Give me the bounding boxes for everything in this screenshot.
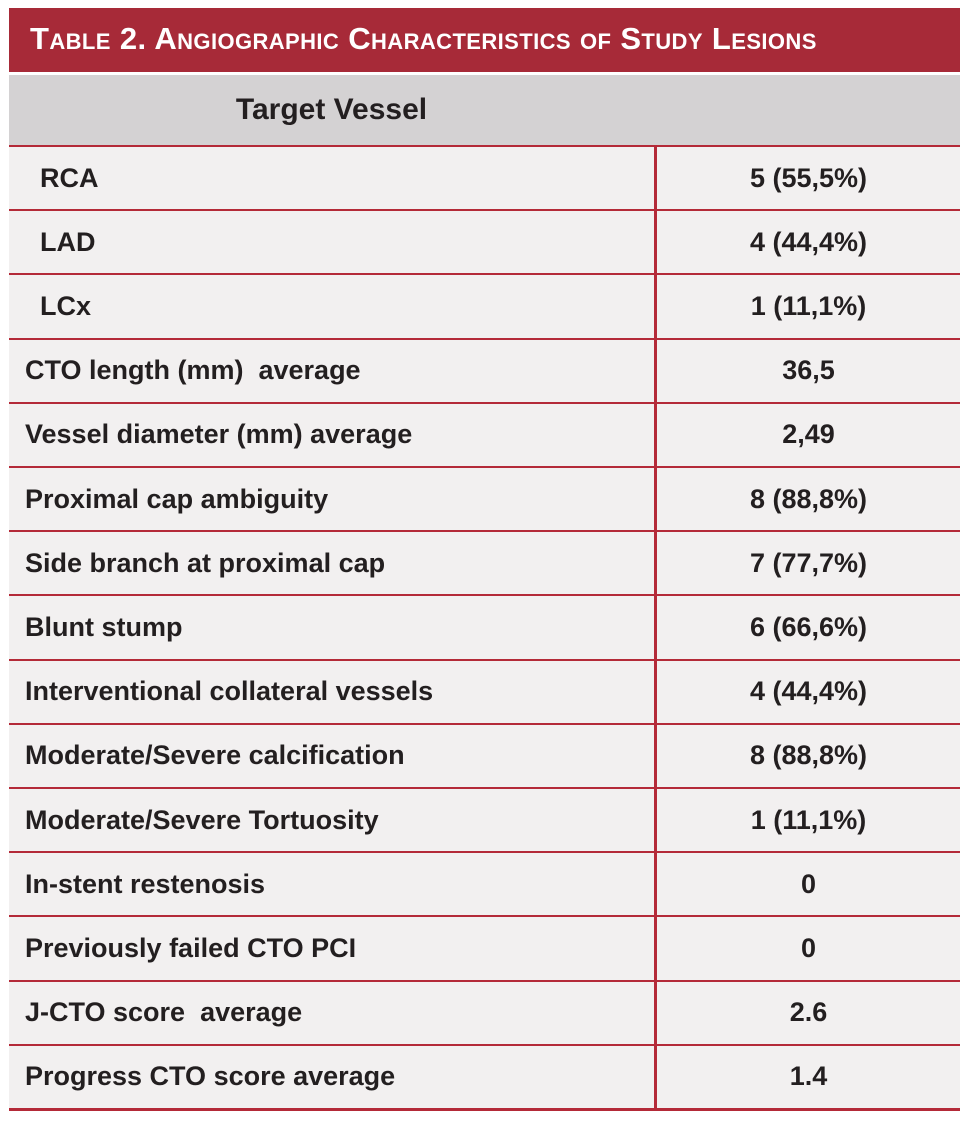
row-label: LAD xyxy=(40,226,96,257)
table-row: Moderate/Severe Tortuosity 1 (11,1%) xyxy=(9,787,960,852)
target-vessel-subheader-row: Target Vessel xyxy=(9,75,960,145)
row-label: Previously failed CTO PCI xyxy=(25,933,357,964)
table-body: RCA 5 (55,5%) LAD 4 (44,4%) LCx 1 (11,1%… xyxy=(9,145,960,1112)
row-label: Vessel diameter (mm) average xyxy=(25,419,413,450)
row-value: 4 (44,4%) xyxy=(654,211,960,274)
table-row: LAD 4 (44,4%) xyxy=(9,209,960,274)
row-value: 4 (44,4%) xyxy=(654,660,960,723)
row-value: 2.6 xyxy=(654,981,960,1044)
row-label: LCx xyxy=(40,291,92,321)
row-value: 0 xyxy=(654,917,960,980)
row-label: Side branch at proximal cap xyxy=(25,547,386,578)
row-label: Progress CTO score average xyxy=(25,1061,396,1092)
row-label: RCA xyxy=(40,162,99,193)
row-value: 6 (66,6%) xyxy=(654,596,960,659)
table-row: In-stent restenosis 0 xyxy=(9,851,960,916)
table-row: Previously failed CTO PCI 0 xyxy=(9,915,960,980)
table-row: J-CTO score average 2.6 xyxy=(9,979,960,1044)
row-label: Moderate/Severe Tortuosity xyxy=(25,804,379,835)
table-row: Progress CTO score average 1.4 xyxy=(9,1043,960,1112)
row-label: Moderate/Severe calcification xyxy=(25,740,405,771)
table-row: Proximal cap ambiguity 8 (88,8%) xyxy=(9,466,960,531)
row-value: 1 (11,1%) xyxy=(654,789,960,852)
row-label: In-stent restenosis xyxy=(25,868,266,899)
table-row: RCA 5 (55,5%) xyxy=(9,145,960,210)
row-value: 1.4 xyxy=(654,1045,960,1109)
angiographic-characteristics-table: Table 2. Angiographic Characteristics of… xyxy=(9,8,960,1112)
table-row: Side branch at proximal cap 7 (77,7%) xyxy=(9,530,960,595)
row-value: 8 (88,8%) xyxy=(654,724,960,788)
row-label: J-CTO score average xyxy=(25,997,303,1028)
row-value: 2,49 xyxy=(654,403,960,467)
row-value: 36,5 xyxy=(654,339,960,402)
table-title-bar: Table 2. Angiographic Characteristics of… xyxy=(9,8,960,72)
row-value: 5 (55,5%) xyxy=(654,147,960,210)
row-label: Interventional collateral vessels xyxy=(25,676,434,707)
row-value: 1 (11,1%) xyxy=(654,275,960,338)
row-label: Proximal cap ambiguity xyxy=(25,483,329,514)
table-row: Moderate/Severe calcification 8 (88,8%) xyxy=(9,722,960,788)
table-row: Interventional collateral vessels 4 (44,… xyxy=(9,658,960,723)
row-label: CTO length (mm) average xyxy=(25,355,361,386)
row-value: 7 (77,7%) xyxy=(654,532,960,595)
target-vessel-label: Target Vessel xyxy=(235,93,428,126)
row-label: Blunt stump xyxy=(25,612,183,643)
table-row: LCx 1 (11,1%) xyxy=(9,273,960,338)
row-value: 0 xyxy=(654,853,960,916)
table-row: Vessel diameter (mm) average 2,49 xyxy=(9,401,960,467)
table-row: CTO length (mm) average 36,5 xyxy=(9,337,960,402)
row-value: 8 (88,8%) xyxy=(654,468,960,531)
table-row: Blunt stump 6 (66,6%) xyxy=(9,594,960,659)
